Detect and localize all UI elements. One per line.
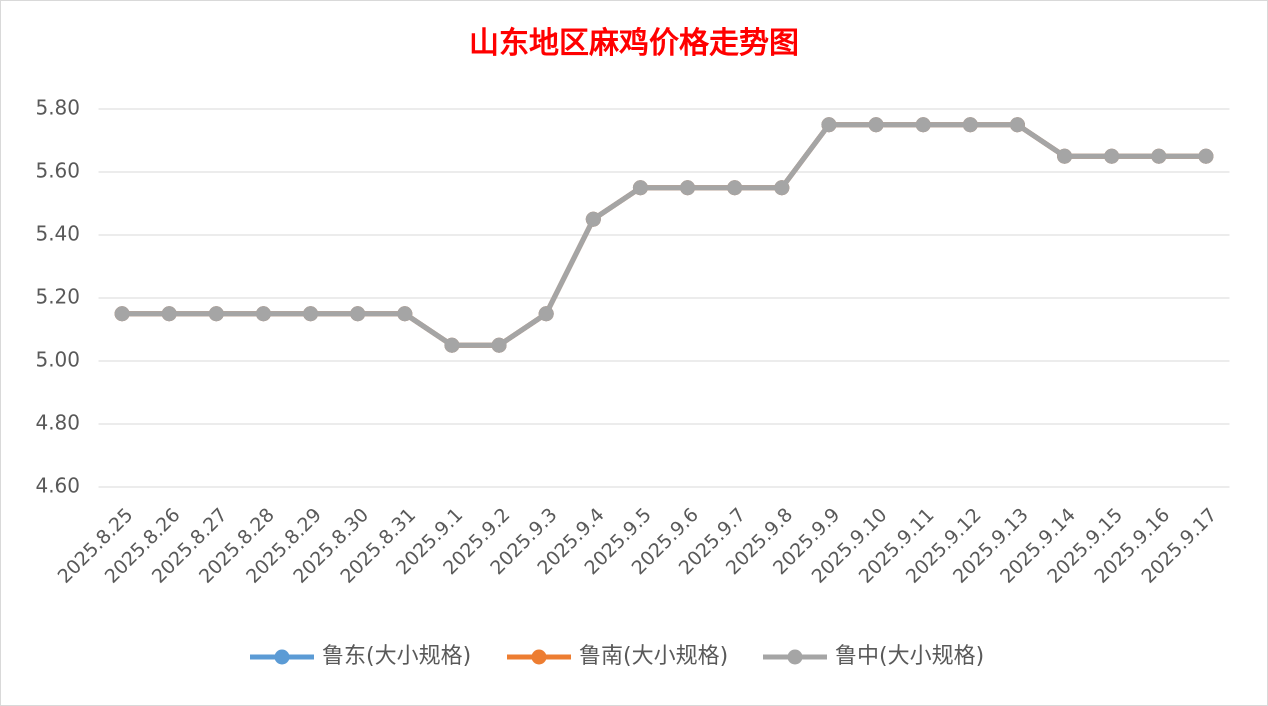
data-point <box>632 180 648 196</box>
data-point <box>821 117 837 133</box>
data-point <box>397 306 413 322</box>
data-point <box>444 337 460 353</box>
data-point <box>1057 148 1073 164</box>
data-point <box>161 306 177 322</box>
data-point <box>680 180 696 196</box>
data-point <box>1151 148 1167 164</box>
series-line <box>122 122 1206 348</box>
y-tick-label: 5.40 <box>35 222 80 246</box>
data-point <box>538 306 554 322</box>
data-point <box>208 306 224 322</box>
y-tick-label: 5.00 <box>35 348 80 372</box>
legend-label: 鲁东(大小规格) <box>322 644 471 669</box>
data-point <box>868 117 884 133</box>
legend-marker <box>531 649 547 665</box>
legend-label: 鲁中(大小规格) <box>835 644 984 669</box>
chart-title: 山东地区麻鸡价格走势图 <box>469 26 799 61</box>
data-point <box>962 117 978 133</box>
legend-marker <box>787 649 803 665</box>
data-point <box>774 180 790 196</box>
data-point <box>114 306 130 322</box>
data-point <box>1009 117 1025 133</box>
legend-marker <box>274 649 290 665</box>
y-tick-label: 5.60 <box>35 159 80 183</box>
y-tick-label: 4.60 <box>35 474 80 498</box>
legend-label: 鲁南(大小规格) <box>579 644 728 669</box>
y-tick-label: 5.80 <box>35 96 80 120</box>
data-point <box>255 306 271 322</box>
data-point <box>303 306 319 322</box>
y-tick-label: 4.80 <box>35 411 80 435</box>
data-point <box>1104 148 1120 164</box>
data-point <box>915 117 931 133</box>
data-point <box>585 211 601 227</box>
y-tick-label: 5.20 <box>35 285 80 309</box>
data-point <box>350 306 366 322</box>
data-point <box>491 337 507 353</box>
data-point <box>1198 148 1214 164</box>
data-point <box>727 180 743 196</box>
